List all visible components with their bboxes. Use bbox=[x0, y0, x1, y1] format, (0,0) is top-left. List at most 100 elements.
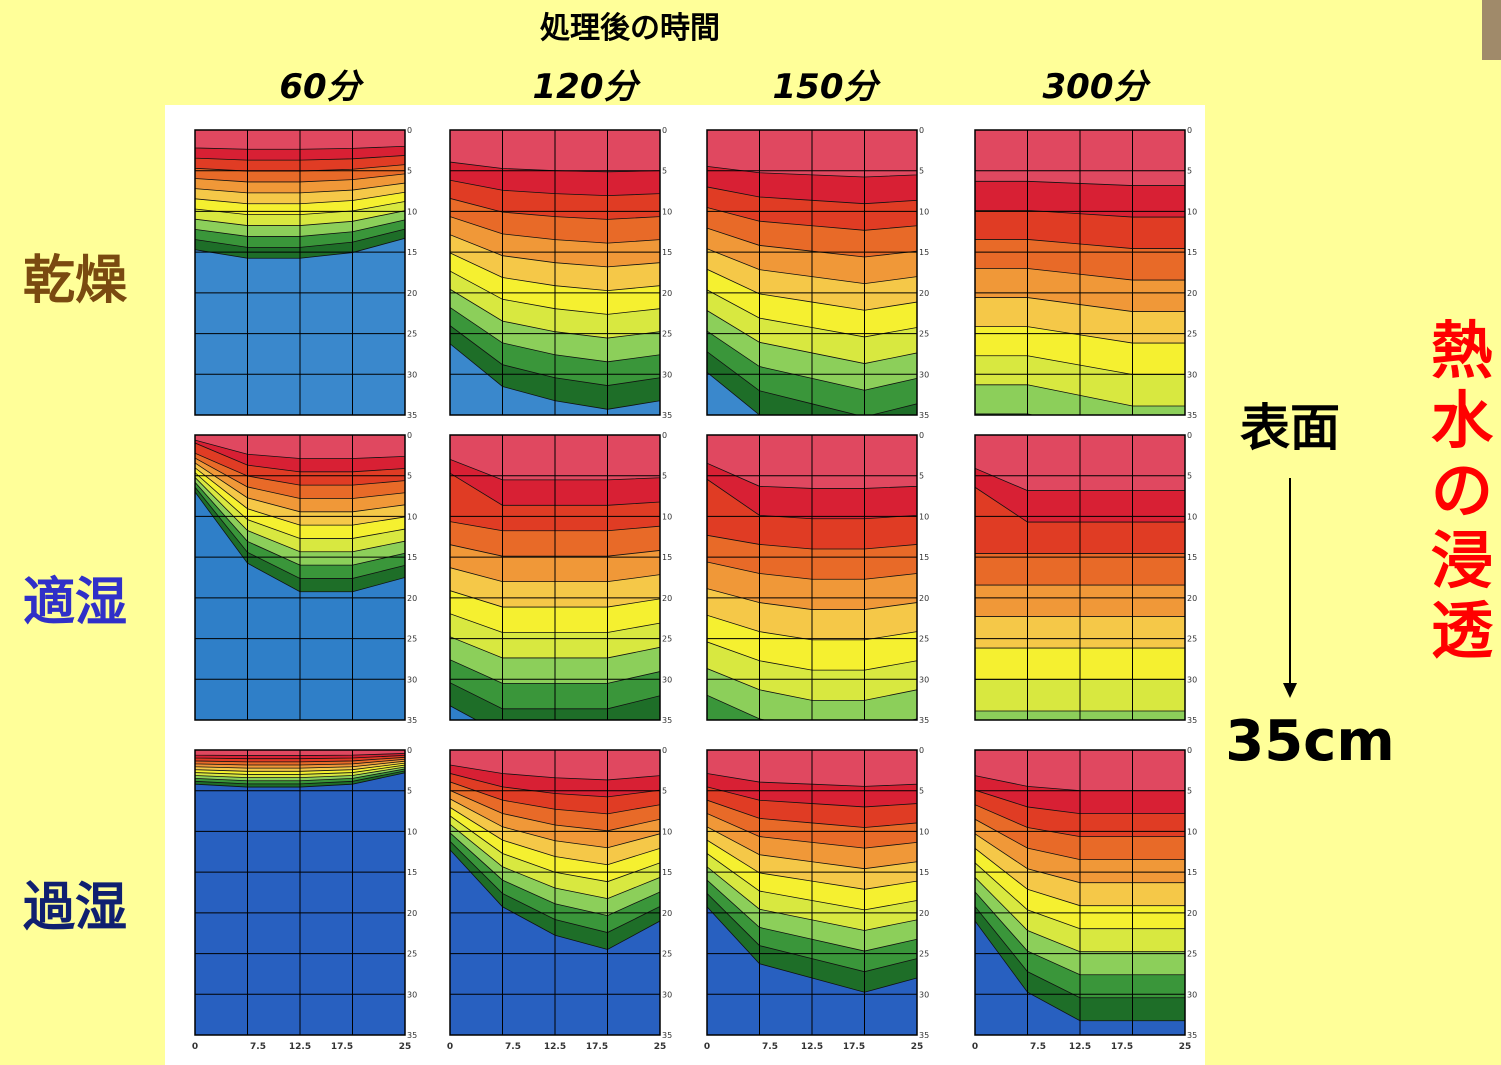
depth-tick-label: 20 bbox=[919, 594, 929, 603]
depth-tick-label: 0 bbox=[662, 126, 667, 135]
vertical-title-char: の bbox=[1431, 454, 1493, 527]
depth-tick-label: 35 bbox=[407, 411, 417, 420]
width-tick-label: 0 bbox=[972, 1042, 978, 1052]
depth-tick-label: 30 bbox=[1187, 990, 1197, 999]
depth-tick-label: 25 bbox=[1187, 330, 1197, 339]
contour-panel bbox=[195, 435, 405, 720]
width-tick-label: 7.5 bbox=[505, 1042, 521, 1052]
depth-tick-label: 35 bbox=[1187, 1031, 1197, 1040]
depth-tick-label: 15 bbox=[662, 248, 672, 257]
depth-tick-label: 15 bbox=[919, 248, 929, 257]
contour-panel bbox=[707, 750, 917, 1035]
depth-tick-label: 20 bbox=[407, 594, 417, 603]
depth-arrow-head bbox=[1283, 683, 1297, 698]
contour-panel bbox=[707, 130, 917, 444]
depth-tick-label: 10 bbox=[407, 827, 417, 836]
depth-tick-label: 5 bbox=[662, 472, 667, 481]
depth-tick-label: 10 bbox=[919, 827, 929, 836]
depth-label: 35cm bbox=[1225, 709, 1394, 774]
depth-tick-label: 5 bbox=[919, 167, 924, 176]
depth-tick-label: 0 bbox=[1187, 126, 1192, 135]
width-tick-label: 12.5 bbox=[801, 1042, 823, 1052]
depth-tick-label: 5 bbox=[1187, 472, 1192, 481]
depth-tick-label: 20 bbox=[1187, 594, 1197, 603]
depth-tick-label: 20 bbox=[662, 594, 672, 603]
width-tick-label: 25 bbox=[911, 1042, 924, 1052]
depth-tick-label: 0 bbox=[919, 126, 924, 135]
depth-tick-label: 5 bbox=[662, 167, 667, 176]
depth-tick-label: 35 bbox=[919, 716, 929, 725]
depth-tick-label: 35 bbox=[407, 1031, 417, 1040]
surface-label: 表面 bbox=[1240, 399, 1340, 457]
width-tick-label: 17.5 bbox=[843, 1042, 865, 1052]
depth-tick-label: 25 bbox=[407, 330, 417, 339]
depth-tick-label: 30 bbox=[662, 990, 672, 999]
depth-tick-label: 35 bbox=[662, 411, 672, 420]
depth-tick-label: 10 bbox=[919, 207, 929, 216]
depth-tick-label: 20 bbox=[1187, 289, 1197, 298]
depth-tick-label: 15 bbox=[407, 868, 417, 877]
depth-tick-label: 25 bbox=[407, 635, 417, 644]
corner-image bbox=[1482, 0, 1501, 60]
depth-tick-label: 0 bbox=[407, 431, 412, 440]
width-tick-label: 12.5 bbox=[544, 1042, 566, 1052]
depth-tick-label: 5 bbox=[919, 787, 924, 796]
depth-tick-label: 30 bbox=[662, 675, 672, 684]
width-tick-label: 17.5 bbox=[1111, 1042, 1133, 1052]
depth-tick-label: 15 bbox=[919, 868, 929, 877]
slide: 処理後の時間 60分 120分 150分 300分 乾燥 適湿 過湿 表面 35… bbox=[0, 0, 1501, 1065]
depth-tick-label: 10 bbox=[919, 512, 929, 521]
depth-tick-label: 5 bbox=[407, 472, 412, 481]
depth-tick-label: 30 bbox=[919, 990, 929, 999]
depth-tick-label: 20 bbox=[407, 909, 417, 918]
depth-tick-label: 35 bbox=[1187, 411, 1197, 420]
depth-tick-label: 10 bbox=[407, 207, 417, 216]
row-label: 適湿 bbox=[23, 573, 127, 633]
depth-tick-label: 5 bbox=[1187, 787, 1192, 796]
depth-tick-label: 25 bbox=[919, 330, 929, 339]
width-tick-label: 25 bbox=[399, 1042, 412, 1052]
depth-tick-label: 10 bbox=[662, 827, 672, 836]
width-tick-label: 0 bbox=[192, 1042, 198, 1052]
depth-tick-label: 0 bbox=[1187, 431, 1192, 440]
depth-tick-label: 15 bbox=[407, 553, 417, 562]
depth-tick-label: 0 bbox=[919, 431, 924, 440]
depth-tick-label: 35 bbox=[662, 716, 672, 725]
depth-tick-label: 0 bbox=[407, 746, 412, 755]
depth-tick-label: 25 bbox=[407, 950, 417, 959]
depth-tick-label: 10 bbox=[662, 207, 672, 216]
depth-tick-label: 25 bbox=[662, 330, 672, 339]
row-label: 乾燥 bbox=[23, 251, 128, 311]
depth-tick-label: 35 bbox=[662, 1031, 672, 1040]
depth-tick-label: 20 bbox=[919, 289, 929, 298]
depth-tick-label: 20 bbox=[407, 289, 417, 298]
depth-tick-label: 10 bbox=[1187, 512, 1197, 521]
depth-tick-label: 0 bbox=[407, 126, 412, 135]
contour-panel bbox=[195, 750, 405, 1035]
depth-tick-label: 20 bbox=[919, 909, 929, 918]
depth-tick-label: 25 bbox=[1187, 950, 1197, 959]
depth-tick-label: 0 bbox=[1187, 746, 1192, 755]
depth-tick-label: 25 bbox=[919, 950, 929, 959]
depth-tick-label: 30 bbox=[662, 370, 672, 379]
contour-panel bbox=[450, 130, 660, 415]
depth-tick-label: 25 bbox=[1187, 635, 1197, 644]
depth-tick-label: 35 bbox=[919, 411, 929, 420]
depth-tick-label: 0 bbox=[662, 431, 667, 440]
vertical-title-char: 浸 bbox=[1431, 524, 1493, 597]
depth-tick-label: 30 bbox=[919, 370, 929, 379]
width-tick-label: 0 bbox=[447, 1042, 453, 1052]
width-tick-label: 25 bbox=[1179, 1042, 1192, 1052]
depth-tick-label: 10 bbox=[662, 512, 672, 521]
width-tick-label: 7.5 bbox=[1030, 1042, 1046, 1052]
depth-tick-label: 15 bbox=[919, 553, 929, 562]
width-tick-label: 25 bbox=[654, 1042, 667, 1052]
width-tick-label: 0 bbox=[704, 1042, 710, 1052]
contour-panel bbox=[450, 750, 660, 1035]
depth-tick-label: 25 bbox=[662, 635, 672, 644]
vertical-title-char: 透 bbox=[1431, 594, 1494, 667]
depth-tick-label: 30 bbox=[407, 990, 417, 999]
width-tick-label: 7.5 bbox=[250, 1042, 266, 1052]
contour-panel bbox=[450, 435, 660, 734]
